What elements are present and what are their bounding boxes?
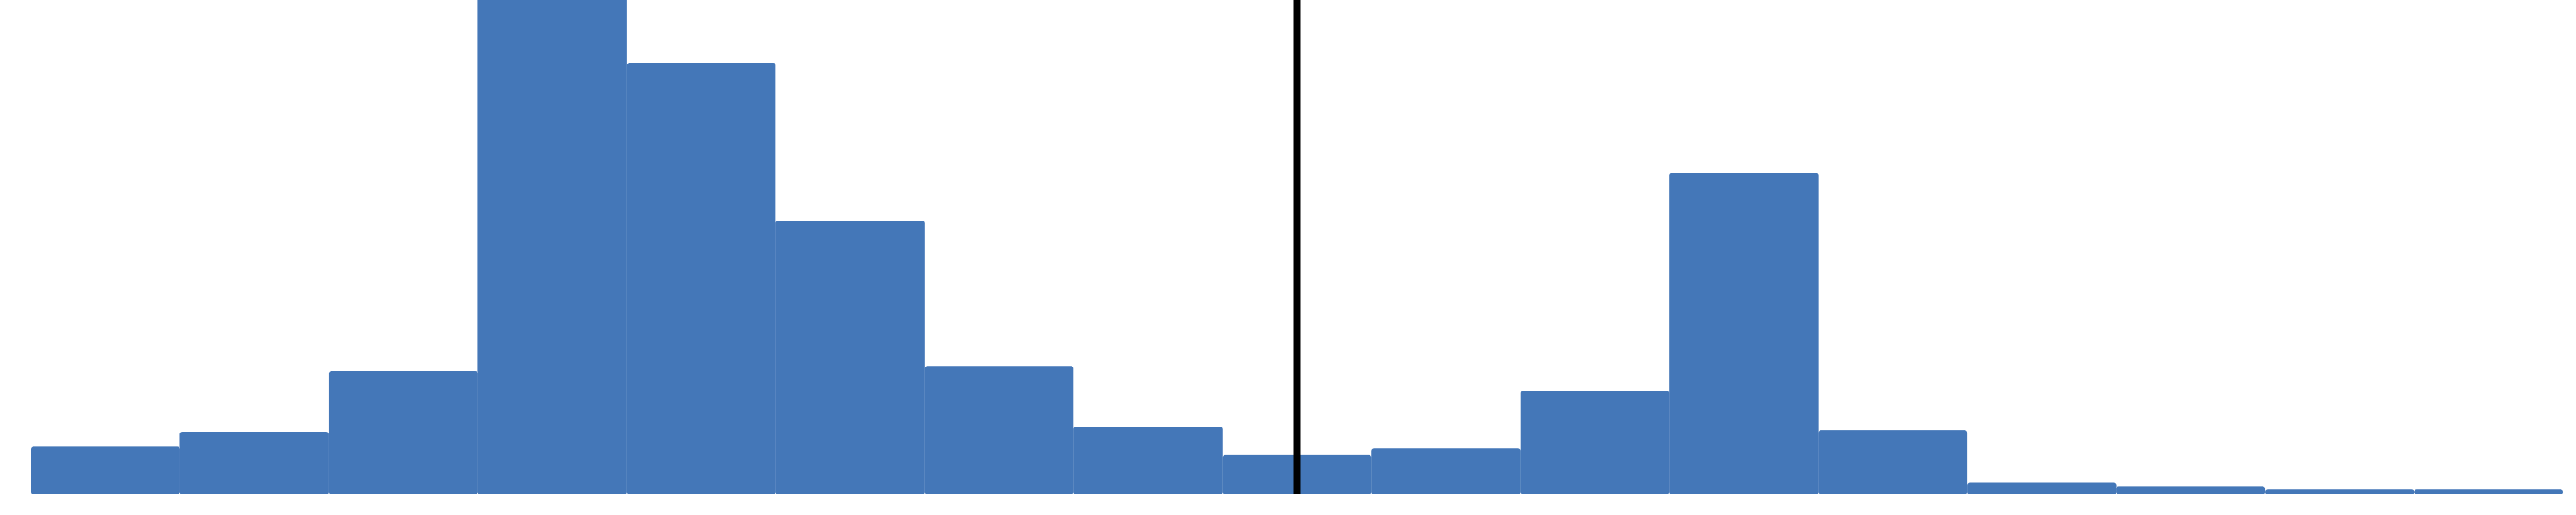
bar [924,366,1074,494]
bar [477,0,627,494]
bar [1967,482,2117,494]
bar [1073,427,1223,494]
bar [1669,173,1819,494]
bar [1371,448,1521,494]
bar [2116,486,2266,494]
bar [1520,391,1670,494]
bar [2265,489,2415,494]
bar [775,221,925,494]
bar [179,432,329,494]
bar [2414,489,2563,494]
bar [31,446,180,494]
bar [328,371,478,494]
bar [1818,430,1968,494]
bar [626,62,776,495]
